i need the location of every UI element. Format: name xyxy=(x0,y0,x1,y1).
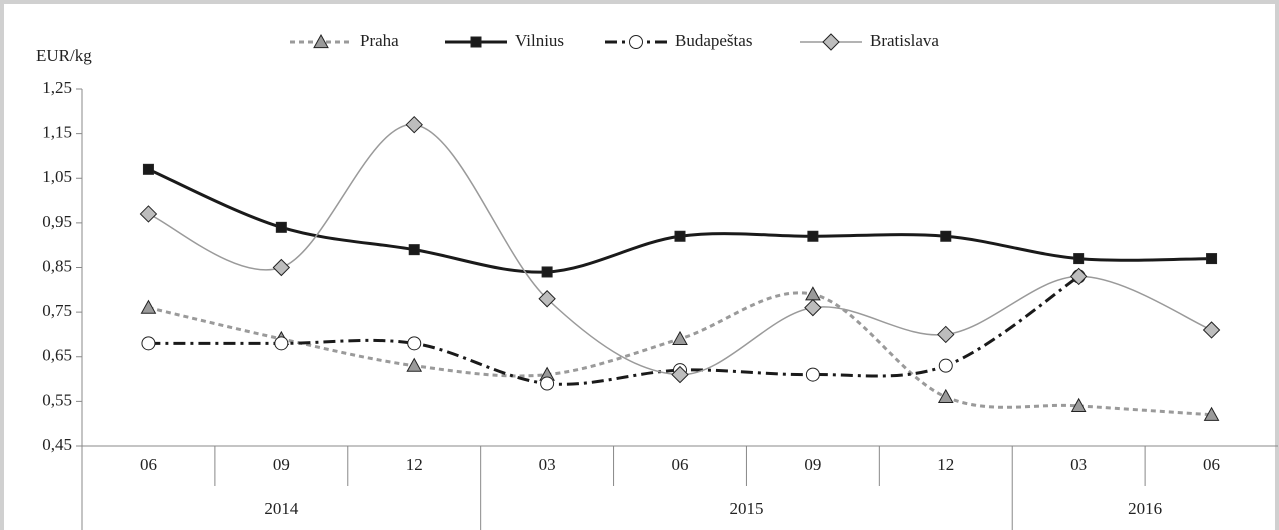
y-tick-label: 1,25 xyxy=(42,78,72,97)
marker xyxy=(1073,253,1085,265)
y-tick-label: 0,75 xyxy=(42,301,72,320)
marker xyxy=(538,290,556,308)
marker xyxy=(272,258,291,277)
marker xyxy=(671,365,689,384)
x-tick-label: 09 xyxy=(804,455,821,474)
marker xyxy=(822,33,840,51)
marker xyxy=(139,205,158,223)
marker xyxy=(1070,397,1087,412)
marker xyxy=(805,367,820,382)
marker xyxy=(142,163,154,175)
marker xyxy=(408,244,420,256)
marker xyxy=(140,299,157,314)
year-label: 2016 xyxy=(1128,499,1162,518)
series-line xyxy=(148,275,1080,386)
series-line xyxy=(147,167,1212,274)
legend-label: Bratislava xyxy=(870,31,939,50)
y-tick-label: 0,65 xyxy=(42,346,72,365)
y-tick-label: 0,95 xyxy=(42,212,72,231)
y-tick-label: 0,45 xyxy=(42,435,72,454)
marker xyxy=(937,388,954,404)
x-tick-label: 03 xyxy=(539,455,556,474)
marker xyxy=(1202,321,1221,339)
x-tick-label: 12 xyxy=(406,455,423,474)
marker xyxy=(141,336,156,351)
marker xyxy=(940,230,952,242)
year-label: 2015 xyxy=(729,499,763,518)
x-tick-label: 06 xyxy=(1203,455,1220,474)
marker xyxy=(407,336,422,351)
marker xyxy=(313,33,329,49)
marker xyxy=(1203,406,1220,421)
marker xyxy=(541,266,553,278)
year-label: 2014 xyxy=(264,499,299,518)
marker xyxy=(274,336,289,351)
marker xyxy=(1206,253,1218,265)
legend-label: Vilnius xyxy=(515,31,564,50)
x-tick-label: 03 xyxy=(1070,455,1087,474)
marker xyxy=(937,325,955,344)
marker xyxy=(406,357,423,372)
marker xyxy=(804,298,822,317)
x-tick-label: 06 xyxy=(672,455,689,474)
y-tick-label: 0,55 xyxy=(42,390,72,409)
marker xyxy=(805,286,821,301)
legend-label: Praha xyxy=(360,31,399,50)
legend-label: Budapeštas xyxy=(675,31,752,50)
y-tick-label: 1,05 xyxy=(42,167,72,186)
x-tick-label: 12 xyxy=(937,455,954,474)
y-tick-label: 1,15 xyxy=(42,123,72,142)
marker xyxy=(275,221,287,233)
x-tick-label: 06 xyxy=(140,455,157,474)
series-line xyxy=(148,123,1212,376)
marker xyxy=(1069,267,1088,286)
marker xyxy=(540,376,555,391)
y-tick-label: 0,85 xyxy=(42,256,72,275)
marker xyxy=(674,230,686,242)
marker xyxy=(938,358,953,373)
marker xyxy=(405,115,423,134)
x-tick-label: 09 xyxy=(273,455,290,474)
marker xyxy=(672,330,688,345)
y-axis-label: EUR/kg xyxy=(36,46,92,65)
marker xyxy=(470,36,482,48)
series-line xyxy=(148,291,1212,417)
marker xyxy=(629,35,643,49)
marker xyxy=(807,230,819,242)
